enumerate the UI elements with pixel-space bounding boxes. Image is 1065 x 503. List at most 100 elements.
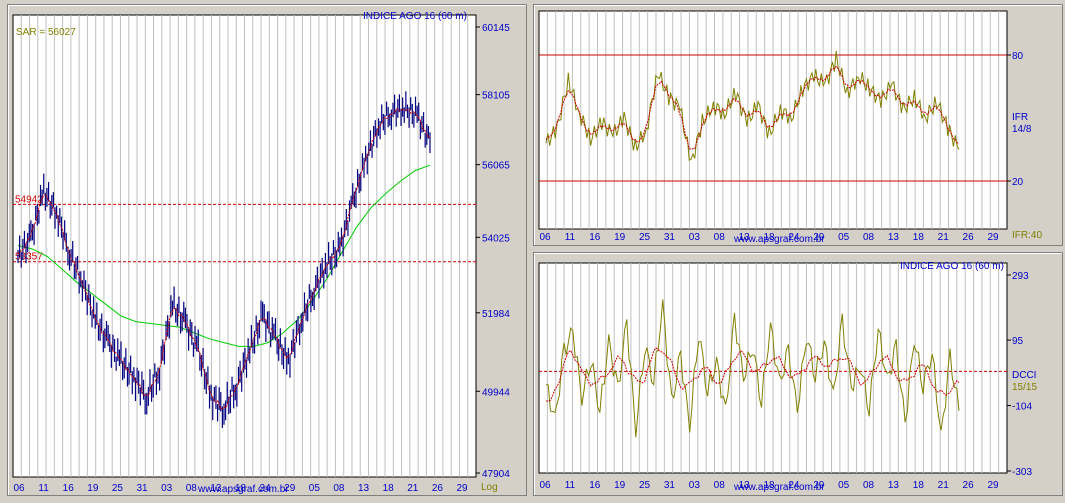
y-tick-label: 51984 [482, 309, 510, 320]
x-tick-label: 29 [456, 483, 468, 494]
x-tick-label: 19 [87, 483, 99, 494]
x-tick-label: 13 [739, 232, 751, 243]
x-tick-label: 31 [136, 483, 148, 494]
x-tick-label: 18 [763, 480, 775, 491]
x-tick-label: 05 [838, 232, 850, 243]
x-tick-label: 13 [739, 480, 751, 491]
y-tick-label: 95 [1012, 336, 1024, 347]
x-tick-label: 18 [235, 483, 247, 494]
moving-average [17, 164, 431, 347]
x-tick-label: 13 [888, 232, 900, 243]
ifr-chart: 80 20 06 11 16 19 25 31 03 08 13 18 24 29 05 08 13 18 21 2… [538, 10, 1042, 245]
x-tick-label: 08 [333, 483, 345, 494]
y-scale-label: Log [481, 482, 498, 493]
price-chart: 54942 53357 60145 58105 56065 54025 51984 4994… [12, 11, 510, 495]
x-tick-label: 06 [539, 480, 551, 491]
x-tick-label: 08 [863, 480, 875, 491]
level-label: 53357 [15, 252, 43, 263]
y-tick-label: 58105 [482, 91, 510, 102]
signal-line [17, 108, 431, 410]
dcci-chart: 293 95 -104 -303 06 11 16 19 25 31 03 08 13 18 24 29 05… [538, 261, 1037, 493]
x-tick-label: 29 [284, 483, 296, 494]
x-axis-watermark: www.apsgraf.com.br [733, 234, 825, 245]
chart-title: INDICE AGO 16 (60 m) [900, 261, 1004, 272]
x-tick-label: 26 [432, 483, 444, 494]
x-tick-label: 26 [963, 480, 975, 491]
ifr-lines [545, 51, 960, 162]
x-tick-label: 29 [987, 232, 999, 243]
y-tick-label: 293 [1012, 271, 1029, 282]
y-tick-label: 47904 [482, 469, 510, 480]
level-label: 54942 [15, 194, 43, 205]
x-tick-label: 08 [186, 483, 198, 494]
y-axis-ticks: 60145 58105 56065 54025 51984 49944 47904 [476, 23, 510, 480]
horizontal-levels: 54942 53357 [13, 194, 476, 263]
vertical-grid [20, 15, 469, 477]
x-tick-label: 18 [763, 232, 775, 243]
dcci-panel: 293 95 -104 -303 06 11 16 19 25 31 03 08 13 18 24 29 05… [533, 252, 1063, 496]
x-axis-watermark: www.apsgraf.com.br [733, 482, 825, 493]
x-tick-label: 05 [309, 483, 321, 494]
indicator-name: IFR [1012, 112, 1028, 123]
x-tick-label: 29 [987, 480, 999, 491]
indicator-footer: IFR:40 [1012, 230, 1042, 241]
x-tick-label: 08 [714, 232, 726, 243]
x-tick-label: 18 [913, 232, 925, 243]
sar-annotation: SAR = 56027 [16, 27, 76, 38]
dcci-lines [545, 299, 960, 438]
y-tick-label: 80 [1012, 51, 1024, 62]
x-axis-watermark: www.apsgraf.com.br [197, 484, 289, 495]
price-panel: 54942 53357 60145 58105 56065 54025 51984 4994… [7, 4, 527, 496]
y-tick-label: 56065 [482, 161, 510, 172]
x-tick-label: 16 [63, 483, 75, 494]
ifr-panel: 80 20 06 11 16 19 25 31 03 08 13 18 24 29 05 08 13 18 21 2… [533, 4, 1063, 246]
x-tick-label: 21 [407, 483, 419, 494]
x-tick-label: 18 [383, 483, 395, 494]
x-tick-label: 08 [863, 232, 875, 243]
moving-average-line [17, 164, 431, 347]
x-axis-ticks: 06 11 16 19 25 31 03 08 13 18 24 29 05 08 13 18 21 26 29 [13, 483, 468, 494]
x-tick-label: 13 [888, 480, 900, 491]
x-tick-label: 25 [639, 232, 651, 243]
x-tick-label: 06 [539, 232, 551, 243]
x-tick-label: 05 [838, 480, 850, 491]
x-tick-label: 29 [813, 480, 825, 491]
dcci-signal [545, 347, 960, 402]
x-tick-label: 03 [689, 480, 701, 491]
x-tick-label: 19 [614, 480, 626, 491]
y-tick-label: 49944 [482, 387, 510, 398]
y-tick-label: -104 [1012, 402, 1032, 413]
x-tick-label: 11 [38, 483, 49, 494]
x-tick-label: 24 [788, 232, 800, 243]
x-tick-label: 03 [689, 232, 701, 243]
y-tick-label: -303 [1012, 467, 1032, 478]
x-tick-label: 11 [565, 232, 576, 243]
y-tick-label: 60145 [482, 23, 510, 34]
ifr-levels [539, 54, 1007, 182]
signal-line [17, 108, 431, 410]
vertical-grid [546, 263, 1000, 473]
x-tick-label: 29 [813, 232, 825, 243]
x-tick-label: 31 [664, 480, 676, 491]
x-tick-label: 19 [614, 232, 626, 243]
dcci-line [545, 299, 960, 438]
ifr-line [545, 51, 960, 162]
x-tick-label: 31 [664, 232, 676, 243]
x-tick-label: 08 [714, 480, 726, 491]
x-tick-label: 24 [260, 483, 272, 494]
x-tick-label: 24 [788, 480, 800, 491]
x-tick-label: 13 [358, 483, 370, 494]
x-tick-label: 21 [938, 480, 950, 491]
chart-title: INDICE AGO 16 (60 m) [363, 11, 467, 22]
x-tick-label: 26 [963, 232, 975, 243]
x-tick-label: 11 [565, 480, 576, 491]
x-tick-label: 06 [13, 483, 25, 494]
y-axis-ticks: 293 95 -104 -303 [1007, 271, 1032, 478]
indicator-params: 14/8 [1012, 124, 1032, 135]
indicator-params: 15/15 [1012, 382, 1037, 393]
y-tick-label: 54025 [482, 233, 510, 244]
x-tick-label: 21 [938, 232, 950, 243]
x-axis-ticks: 06 11 16 19 25 31 03 08 13 18 24 29 05 08 13 18 21 26 29 [539, 232, 999, 243]
x-tick-label: 03 [161, 483, 173, 494]
y-axis-ticks: 80 20 [1007, 51, 1024, 188]
